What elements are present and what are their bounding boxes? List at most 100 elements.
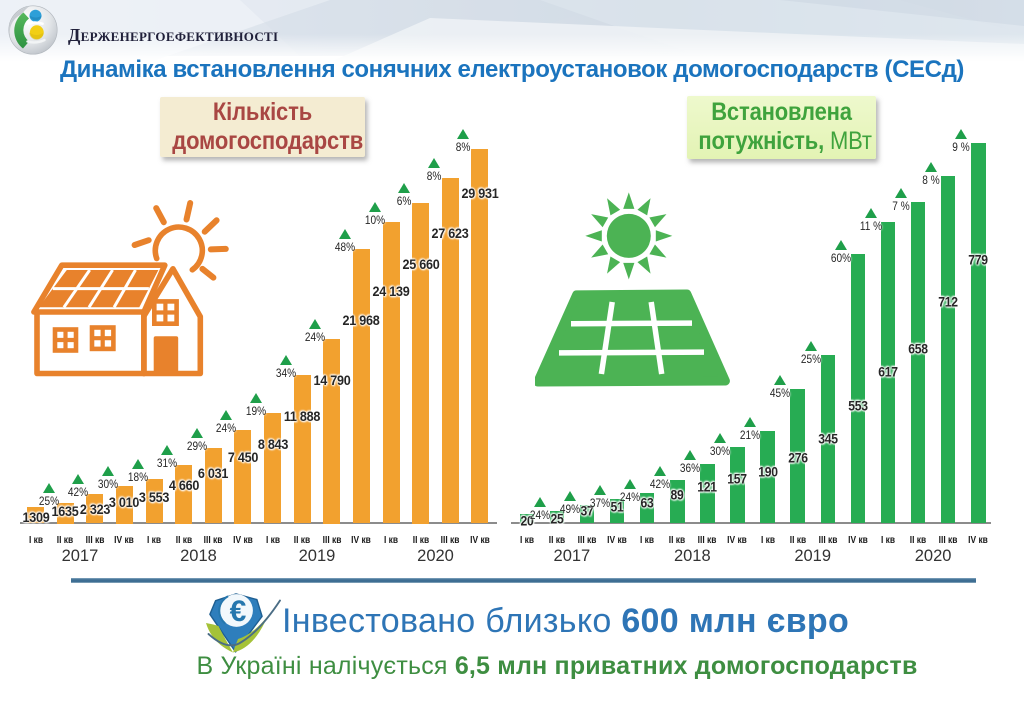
households-total-text: В Україні налічується 6,5 млн приватних … [0,652,1024,681]
capacity-value-label: 658 [908,341,928,357]
capacity-growth-label: 30% [710,443,731,458]
capacity-tick-label: ІІІ кв [697,534,717,546]
households-total-bold: 6,5 млн приватних домогосподарств [454,652,918,680]
households-growth-label: 6% [396,193,412,208]
capacity-bar-І кв-2018 [639,492,655,524]
capacity-bar-ІІІ кв-2019 [820,355,835,524]
capacity-growth-label: 24% [529,508,550,523]
page-title: Динаміка встановлення сонячних електроус… [59,56,965,83]
households-value-label: 27 623 [431,225,469,242]
capacity-tick-label: IV кв [607,534,627,546]
households-tick-label: ІІІ кв [322,534,342,546]
capacity-growth-triangle-icon [654,466,666,477]
capacity-growth-triangle-icon [774,374,787,385]
households-bar-IV кв-2017 [115,485,133,524]
households-growth-label: 25% [38,494,59,509]
capacity-growth-triangle-icon [684,450,697,461]
capacity-chart-label: Встановлена потужність, МВт [687,96,876,159]
capacity-tick-label: ІІ кв [789,534,806,546]
households-tick-label: ІІ кв [56,534,74,546]
households-bar-IV кв-2020 [471,149,489,524]
households-growth-label: 18% [127,470,148,485]
capacity-growth-label: 21% [740,427,761,442]
euro-investment-icon: € [206,593,281,653]
households-tick-label: ІІ кв [175,534,192,546]
households-value-label: 1635 [51,503,79,520]
capacity-growth-label: 7 % [892,199,910,214]
capacity-value-label: 37 [580,503,594,519]
households-chart-label-line1: Кількість [212,98,313,126]
households-growth-triangle-icon [220,410,233,421]
households-growth-label: 29% [186,439,207,454]
households-growth-label: 19% [245,403,267,418]
capacity-value-label: 779 [968,252,989,268]
households-tick-label: ІІІ кв [85,534,105,546]
households-bar-ІІІ кв-2020 [441,178,459,524]
households-growth-label: 31% [157,456,178,471]
households-value-label: 3 010 [109,493,140,510]
households-growth-triangle-icon [338,228,351,239]
households-growth-triangle-icon [457,129,470,140]
households-value-label: 29 931 [461,185,499,202]
households-year-label-2020: 2020 [417,547,454,565]
households-tick-label: І кв [265,534,280,546]
capacity-tick-label: ІІІ кв [938,534,958,546]
households-value-label: 8 843 [257,435,288,452]
households-total-regular: В Україні налічується [196,652,455,680]
capacity-growth-triangle-icon [563,491,576,502]
agency-logo-icon [8,5,58,55]
households-growth-triangle-icon [42,483,55,494]
capacity-growth-label: 36% [680,461,701,476]
capacity-value-label: 190 [757,464,778,480]
capacity-growth-triangle-icon [744,416,757,427]
capacity-tick-label: ІІ кв [909,534,927,546]
capacity-value-label: 712 [938,294,958,310]
households-tick-label: ІІ кв [293,534,311,546]
households-bar-ІІІ кв-2018 [204,448,222,524]
capacity-growth-label: 49% [559,502,580,517]
solar-panel-sun-icon [535,192,730,387]
capacity-x-axis [511,522,991,525]
households-tick-label: ІІІ кв [203,534,223,546]
capacity-value-label: 121 [697,479,718,495]
capacity-growth-label: 9 % [952,140,970,155]
households-value-label: 2 323 [79,501,110,518]
capacity-growth-label: 11 % [859,219,882,234]
capacity-bar-ІІ кв-2020 [910,202,926,524]
households-growth-label: 48% [334,239,356,254]
capacity-bar-І кв-2017 [519,513,534,524]
svg-text:€: € [230,595,247,628]
households-tick-label: І кв [384,534,399,546]
investment-text-regular: Інвестовано близько [282,602,622,640]
capacity-growth-triangle-icon [955,129,967,140]
households-value-label: 21 968 [342,311,380,328]
households-x-axis [20,522,497,525]
capacity-tick-label: ІІ кв [669,534,686,546]
capacity-growth-triangle-icon [593,484,606,495]
households-tick-label: ІІІ кв [440,534,460,546]
households-year-label-2018: 2018 [180,547,217,565]
households-bar-ІІІ кв-2019 [323,338,341,524]
capacity-bar-І кв-2020 [880,222,896,524]
households-growth-triangle-icon [368,201,381,212]
capacity-tick-label: IV кв [968,534,989,546]
households-year-label-2017: 2017 [61,547,99,565]
capacity-tick-label: І кв [640,534,655,546]
households-bar-ІІ кв-2017 [56,503,74,524]
capacity-bar-IV кв-2017 [609,498,625,524]
header-band [0,0,1024,62]
households-growth-label: 42% [68,485,89,500]
capacity-tick-label: І кв [519,534,534,546]
households-bar-ІІІ кв-2017 [86,494,104,524]
households-value-label: 24 139 [372,282,410,299]
households-growth-label: 24% [216,421,237,436]
households-value-label: 1309 [22,509,49,526]
capacity-tick-label: ІІІ кв [577,534,597,546]
capacity-value-label: 20 [520,513,534,529]
solar-house-icon [31,200,229,377]
households-growth-triangle-icon [309,318,322,329]
households-tick-label: IV кв [351,534,372,546]
capacity-year-label-2019: 2019 [794,547,832,565]
households-value-label: 4 660 [168,477,199,494]
